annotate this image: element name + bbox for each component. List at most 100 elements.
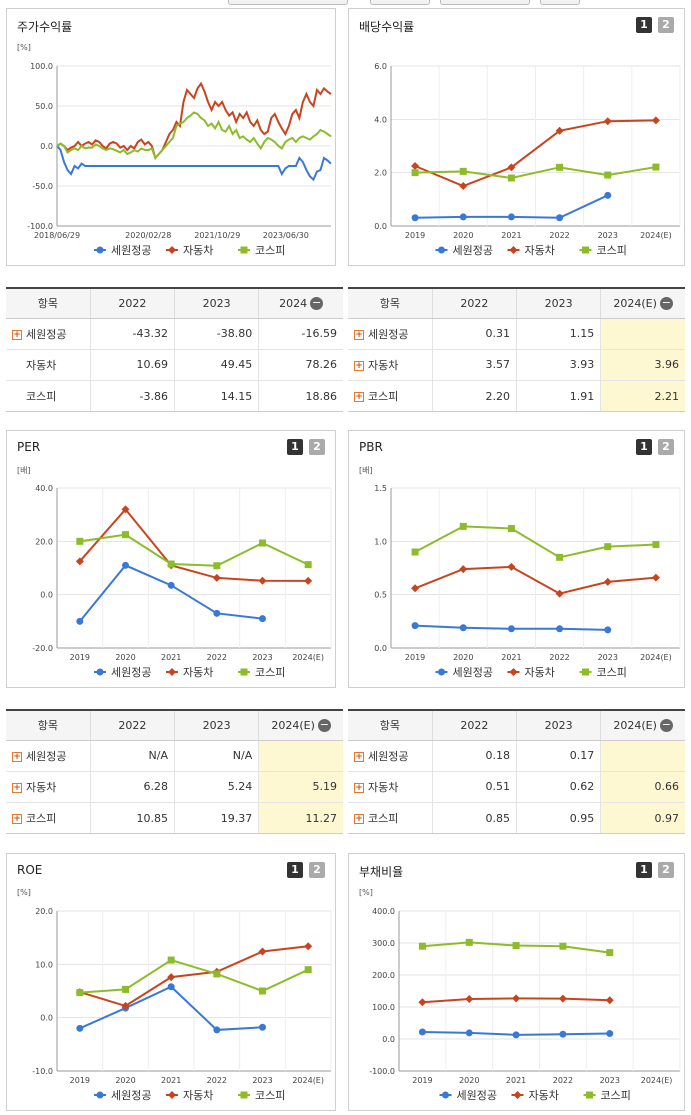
x-tick-label: 2023: [598, 653, 618, 662]
x-tick-label: 2023: [598, 231, 618, 240]
data-point: [122, 985, 129, 993]
table-cell: 0.97: [600, 802, 685, 833]
data-point: [512, 942, 520, 950]
data-point: [167, 956, 175, 964]
legend-marker-2: [168, 1091, 176, 1099]
table-cell: 5.19: [258, 770, 343, 803]
data-point: [559, 942, 567, 950]
header-label: 2023: [544, 296, 573, 310]
row-label[interactable]: + 세원정공: [6, 739, 91, 772]
expand-icon[interactable]: +: [354, 814, 364, 825]
page-2-button[interactable]: 2: [309, 439, 325, 455]
series-line-2: [79, 945, 309, 1008]
collapse-icon[interactable]: −: [659, 718, 673, 732]
row-label[interactable]: + 자동차: [6, 770, 91, 803]
table-header: 2022: [431, 289, 517, 319]
data-point: [259, 539, 266, 547]
data-point: [304, 576, 313, 585]
series-line-3: [56, 111, 332, 160]
data-point: [411, 162, 420, 170]
table-row: + 코스피 2.20 1.91 2.21: [348, 380, 685, 411]
expand-icon[interactable]: +: [354, 751, 364, 762]
page-2-button[interactable]: 2: [658, 439, 674, 455]
x-tick-label: 2021: [161, 1076, 181, 1085]
x-tick-label: 2024(E): [640, 653, 672, 662]
row-label[interactable]: + 세원정공: [348, 317, 433, 350]
legend-marker-1: [96, 246, 104, 254]
y-tick-label: -100.0: [369, 1067, 395, 1076]
x-tick-label: 2019: [405, 231, 425, 240]
row-label[interactable]: + 코스피: [348, 380, 433, 411]
legend-marker-1: [96, 668, 104, 676]
table-row: + 세원정공 0.18 0.17: [348, 739, 685, 772]
page-1-button[interactable]: 1: [636, 862, 652, 878]
stock-return-table: 항목 2022 2023 2024− + 세원정공 -43.32 -38.80 -16.59 자동…: [6, 287, 343, 412]
expand-icon[interactable]: +: [354, 392, 364, 403]
series-line-2: [79, 507, 309, 582]
pager: 1 2: [636, 17, 674, 33]
data-point: [459, 213, 467, 221]
table-cell: 2.20: [431, 380, 517, 411]
table-cell: 1.91: [515, 380, 601, 411]
expand-icon[interactable]: +: [354, 360, 364, 371]
page-2-button[interactable]: 2: [309, 862, 325, 878]
collapse-icon[interactable]: −: [310, 296, 324, 310]
x-tick-label: 2022: [553, 1076, 573, 1085]
y-tick-label: 2.0: [374, 169, 387, 178]
panel-title: 주가수익률: [17, 20, 73, 34]
page-2-button[interactable]: 2: [658, 862, 674, 878]
pager: 1 2: [636, 439, 674, 455]
x-tick-label: 2024(E): [292, 653, 324, 662]
dividend-table: 항목 2022 2023 2024(E) − + 세원정공 0.31 1.15 + 자동차 3.57 3…: [348, 287, 685, 412]
page-1-button[interactable]: 1: [287, 439, 303, 455]
x-tick-label: 2021: [161, 653, 181, 662]
row-label[interactable]: + 코스피: [6, 802, 91, 833]
collapse-icon[interactable]: −: [659, 296, 673, 310]
data-point: [122, 531, 129, 539]
expand-icon[interactable]: +: [354, 782, 364, 793]
x-tick-label: 2021: [506, 1076, 526, 1085]
data-point: [411, 548, 419, 556]
x-tick-label: 2023: [252, 653, 272, 662]
expand-icon[interactable]: +: [12, 814, 22, 825]
header-label: 2022: [460, 718, 489, 732]
data-point: [459, 624, 467, 632]
x-tick-label: 2020: [459, 1076, 479, 1085]
page-2-button[interactable]: 2: [658, 17, 674, 33]
row-label[interactable]: + 세원정공: [6, 317, 91, 350]
y-tick-label: -50.0: [32, 182, 53, 191]
data-point: [605, 996, 614, 1005]
expand-icon[interactable]: +: [12, 329, 22, 340]
legend-marker-3: [586, 1091, 593, 1099]
x-tick-label: 2019: [405, 653, 425, 662]
page-1-button[interactable]: 1: [636, 17, 652, 33]
unit-label: [%]: [17, 43, 31, 52]
row-label[interactable]: + 세원정공: [348, 739, 433, 772]
data-point: [213, 609, 221, 617]
header-label: 2022: [118, 296, 147, 310]
expand-icon[interactable]: +: [12, 782, 22, 793]
legend-label: 코스피: [255, 244, 285, 257]
row-label[interactable]: + 자동차: [348, 348, 433, 381]
legend-label: 자동차: [183, 244, 213, 257]
header-label: 2023: [202, 718, 231, 732]
x-tick-label: 2019: [70, 1076, 90, 1085]
collapse-icon[interactable]: −: [317, 718, 331, 732]
page-1-button[interactable]: 1: [287, 862, 303, 878]
legend-marker-2: [513, 1091, 522, 1099]
row-label[interactable]: + 코스피: [348, 802, 433, 833]
page-1-button[interactable]: 1: [636, 439, 652, 455]
roe-panel: ROE [%] 1 2 20.0 10.0 0.0 -10.0 2019 2020 2021…: [6, 853, 336, 1111]
x-tick-label: 2019: [412, 1076, 432, 1085]
table-cell: 18.86: [258, 380, 343, 411]
series-line-2: [414, 119, 656, 188]
legend-label: 코스피: [255, 666, 285, 679]
per-panel: PER [배] 1 2 40.0 20.0 0.0 -20.0 2019 2020 2021…: [6, 430, 336, 688]
expand-icon[interactable]: +: [12, 751, 22, 762]
expand-icon[interactable]: +: [354, 329, 364, 340]
data-point: [556, 214, 564, 222]
table-cell: [600, 317, 685, 350]
table-header: 항목: [6, 289, 91, 319]
company-name: 코스피: [26, 812, 57, 826]
row-label[interactable]: + 자동차: [348, 770, 433, 803]
